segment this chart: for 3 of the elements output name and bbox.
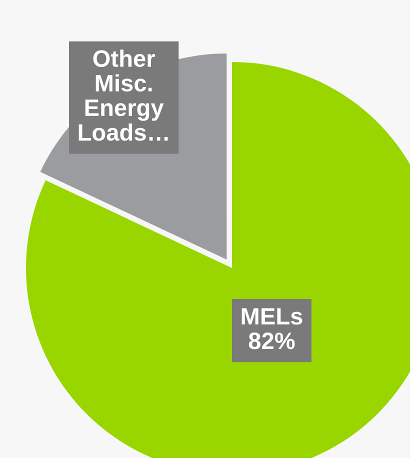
slice-label: MELs [242, 308, 302, 325]
data-label: 82% [248, 332, 295, 350]
slice-label: Other Misc. Energy Loads… [78, 50, 168, 141]
